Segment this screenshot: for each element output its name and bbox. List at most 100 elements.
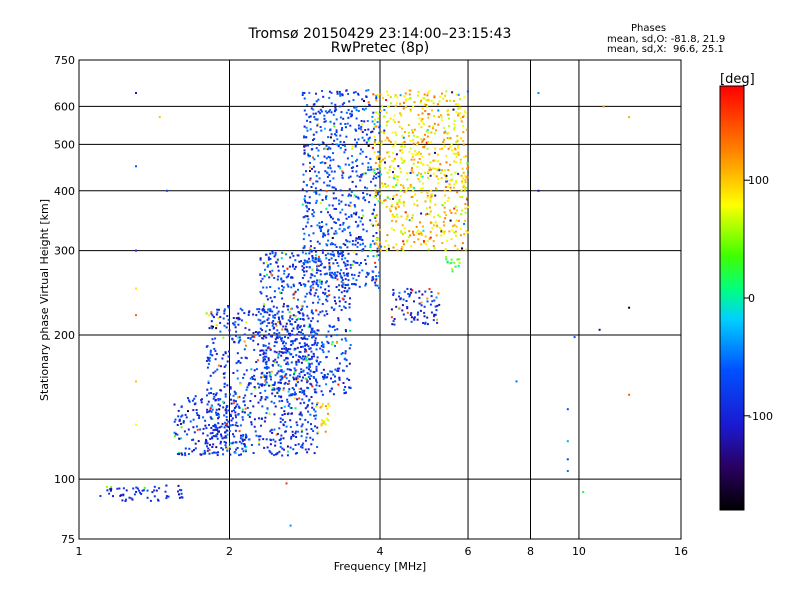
data-point <box>106 489 108 491</box>
data-point <box>413 163 415 165</box>
data-point <box>216 353 218 355</box>
data-point <box>387 197 389 199</box>
data-point <box>326 190 328 192</box>
data-point <box>300 368 302 370</box>
data-point <box>340 251 342 253</box>
data-point <box>243 312 245 314</box>
data-point <box>404 291 406 293</box>
data-point <box>266 261 268 263</box>
data-point <box>304 419 306 421</box>
data-point <box>225 396 227 398</box>
data-point <box>379 241 381 243</box>
data-point <box>201 401 203 403</box>
data-point <box>409 97 411 99</box>
data-point <box>312 209 314 211</box>
data-point <box>336 334 338 336</box>
data-point <box>212 342 214 344</box>
data-point <box>453 160 455 162</box>
data-point <box>184 430 186 432</box>
data-point <box>399 126 401 128</box>
data-point <box>277 337 279 339</box>
data-point <box>437 103 439 105</box>
data-point <box>245 408 247 410</box>
data-point <box>187 397 189 399</box>
data-point <box>445 90 447 92</box>
data-point <box>276 392 278 394</box>
data-point <box>333 393 335 395</box>
data-point <box>375 275 377 277</box>
data-point <box>235 430 237 432</box>
data-point <box>434 195 436 197</box>
data-point <box>110 486 112 488</box>
data-point <box>268 359 270 361</box>
data-point <box>401 309 403 311</box>
data-point <box>429 167 431 169</box>
data-point <box>285 342 287 344</box>
data-point <box>398 201 400 203</box>
data-point <box>330 159 332 161</box>
data-point <box>289 419 291 421</box>
data-point <box>194 403 196 405</box>
data-point <box>399 298 401 300</box>
data-point <box>442 204 444 206</box>
data-point <box>424 94 426 96</box>
data-point <box>346 291 348 293</box>
data-point <box>280 421 282 423</box>
data-point <box>317 241 319 243</box>
data-point <box>304 110 306 112</box>
data-point <box>449 210 451 212</box>
data-point <box>320 130 322 132</box>
data-point <box>407 214 409 216</box>
data-point <box>359 127 361 129</box>
data-point <box>328 290 330 292</box>
data-point <box>294 397 296 399</box>
data-point <box>300 412 302 414</box>
data-point <box>433 245 435 247</box>
data-point <box>396 182 398 184</box>
data-point <box>356 142 358 144</box>
data-point <box>251 393 253 395</box>
data-point <box>362 192 364 194</box>
data-point <box>433 240 435 242</box>
data-point <box>108 493 110 495</box>
data-point <box>220 365 222 367</box>
data-point <box>301 435 303 437</box>
data-point <box>219 426 221 428</box>
data-point <box>315 380 317 382</box>
data-point <box>311 363 313 365</box>
data-point <box>200 453 202 455</box>
data-point <box>319 311 321 313</box>
data-point <box>436 305 438 307</box>
data-point <box>289 333 291 335</box>
data-point <box>294 349 296 351</box>
data-point <box>364 245 366 247</box>
data-point <box>458 94 460 96</box>
data-point <box>283 273 285 275</box>
data-point <box>331 272 333 274</box>
data-point <box>213 396 215 398</box>
data-point <box>305 449 307 451</box>
data-point <box>304 356 306 358</box>
data-point <box>336 131 338 133</box>
data-point <box>387 185 389 187</box>
data-point <box>306 338 308 340</box>
data-point <box>340 117 342 119</box>
data-point <box>297 307 299 309</box>
data-point <box>334 107 336 109</box>
data-point <box>370 169 372 171</box>
data-point <box>237 378 239 380</box>
data-point <box>206 389 208 391</box>
data-point <box>314 452 316 454</box>
data-point <box>251 376 253 378</box>
data-point <box>278 370 280 372</box>
data-point <box>333 192 335 194</box>
data-point <box>628 307 630 309</box>
data-point <box>221 358 223 360</box>
data-point <box>363 120 365 122</box>
data-point <box>259 331 261 333</box>
data-point <box>306 293 308 295</box>
data-point <box>206 394 208 396</box>
data-point <box>268 385 270 387</box>
data-point <box>277 321 279 323</box>
data-point <box>275 338 277 340</box>
